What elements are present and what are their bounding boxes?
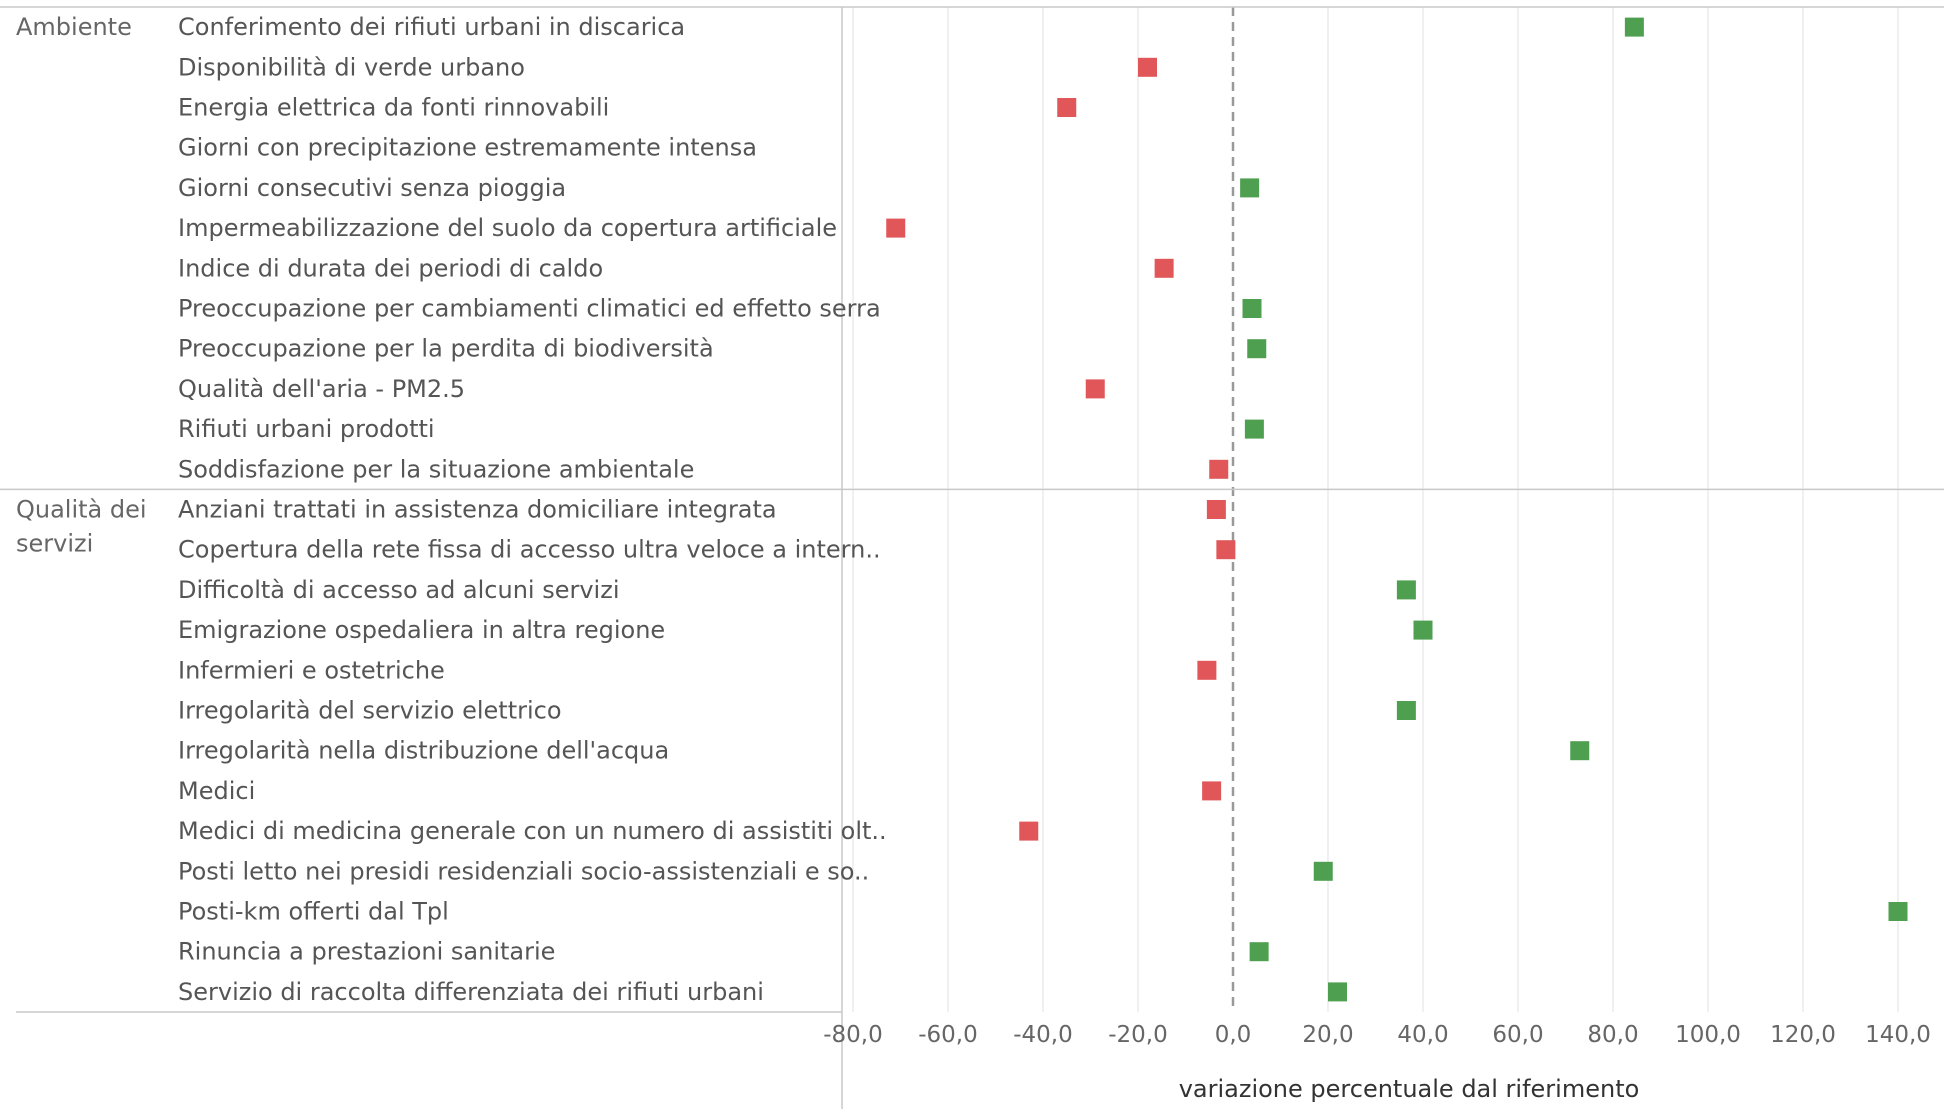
data-marker[interactable] bbox=[1216, 540, 1236, 560]
row-labels: Ambiente Conferimento dei rifiuti urbani … bbox=[16, 13, 887, 1006]
data-marker[interactable] bbox=[1328, 982, 1347, 1002]
group-label: servizi bbox=[16, 529, 93, 557]
data-marker[interactable] bbox=[1413, 620, 1433, 640]
x-tick-label: 140,0 bbox=[1865, 1022, 1931, 1048]
data-marker[interactable] bbox=[1313, 861, 1333, 881]
group-label: Ambiente bbox=[16, 13, 132, 41]
data-marker[interactable] bbox=[1202, 781, 1222, 801]
x-tick-label: 100,0 bbox=[1675, 1022, 1741, 1048]
data-marker[interactable] bbox=[1209, 459, 1229, 479]
row-label: Irregolarità nella distribuzione dell'ac… bbox=[178, 737, 669, 765]
x-tick-label: 120,0 bbox=[1770, 1022, 1836, 1048]
row-label: Disponibilità di verde urbano bbox=[178, 53, 525, 81]
row-label: Rifiuti urbani prodotti bbox=[178, 415, 435, 443]
x-tick-label: 0,0 bbox=[1215, 1022, 1252, 1048]
row-label: Posti letto nei presidi residenziali soc… bbox=[178, 857, 869, 885]
row-label: Irregolarità del servizio elettrico bbox=[178, 697, 562, 725]
data-marker[interactable] bbox=[1154, 258, 1174, 278]
row-label: Giorni con precipitazione estremamente i… bbox=[178, 134, 757, 162]
x-tick-label: 40,0 bbox=[1397, 1022, 1448, 1048]
data-marker[interactable] bbox=[1197, 660, 1217, 680]
gridlines bbox=[852, 7, 1899, 1012]
row-label: Preoccupazione per la perdita di biodive… bbox=[178, 335, 714, 363]
data-marker[interactable] bbox=[1888, 902, 1908, 921]
data-marker[interactable] bbox=[1247, 339, 1267, 359]
x-tick-label: -20,0 bbox=[1108, 1022, 1168, 1048]
data-marker[interactable] bbox=[1138, 57, 1157, 77]
row-label: Posti-km offerti dal Tpl bbox=[178, 898, 449, 926]
data-marker[interactable] bbox=[1624, 17, 1644, 37]
group-label: Qualità dei bbox=[16, 495, 147, 523]
row-label: Energia elettrica da fonti rinnovabili bbox=[178, 94, 609, 122]
panel-borders bbox=[0, 6, 1944, 1109]
row-label: Giorni consecutivi senza pioggia bbox=[178, 174, 566, 202]
x-tick-label: -60,0 bbox=[918, 1022, 978, 1048]
data-marker[interactable] bbox=[1206, 500, 1226, 519]
x-axis-ticks: -80,0 -60,0 -40,0 -20,0 0,0 20,0 40,0 60,0 80,0 1… bbox=[823, 1022, 1931, 1048]
x-tick-label: 80,0 bbox=[1587, 1022, 1638, 1048]
data-marker[interactable] bbox=[1057, 98, 1077, 117]
data-marker[interactable] bbox=[1249, 942, 1269, 962]
x-axis-title: variazione percentuale dal riferimento bbox=[1179, 1075, 1640, 1103]
data-marker[interactable] bbox=[1396, 701, 1416, 720]
data-marker[interactable] bbox=[1242, 299, 1262, 318]
row-label: Difficoltà di accesso ad alcuni servizi bbox=[178, 576, 620, 604]
data-markers bbox=[886, 17, 1908, 1002]
row-label: Emigrazione ospedaliera in altra regione bbox=[178, 616, 665, 644]
data-marker[interactable] bbox=[886, 218, 906, 238]
data-marker[interactable] bbox=[1244, 419, 1264, 439]
data-marker[interactable] bbox=[1396, 580, 1416, 600]
row-label: Preoccupazione per cambiamenti climatici… bbox=[178, 295, 881, 323]
row-label: Rinuncia a prestazioni sanitarie bbox=[178, 938, 555, 966]
row-label: Medici bbox=[178, 777, 255, 805]
x-tick-label: -40,0 bbox=[1013, 1022, 1073, 1048]
row-label: Impermeabilizzazione del suolo da copert… bbox=[178, 214, 837, 242]
x-tick-label: 60,0 bbox=[1492, 1022, 1543, 1048]
data-marker[interactable] bbox=[1085, 379, 1105, 399]
row-label: Infermieri e ostetriche bbox=[178, 656, 445, 684]
row-label: Qualità dell'aria - PM2.5 bbox=[178, 375, 465, 403]
data-marker[interactable] bbox=[1570, 741, 1590, 761]
row-label: Conferimento dei rifiuti urbani in disca… bbox=[178, 13, 685, 41]
data-marker[interactable] bbox=[1019, 821, 1039, 841]
row-label: Servizio di raccolta differenziata dei r… bbox=[178, 978, 764, 1006]
data-marker[interactable] bbox=[1240, 178, 1260, 198]
x-tick-label: 20,0 bbox=[1302, 1022, 1353, 1048]
x-tick-label: -80,0 bbox=[823, 1022, 883, 1048]
row-label: Indice di durata dei periodi di caldo bbox=[178, 254, 603, 282]
row-label: Medici di medicina generale con un numer… bbox=[178, 817, 887, 845]
row-label: Soddisfazione per la situazione ambienta… bbox=[178, 455, 694, 483]
row-label: Anziani trattati in assistenza domicilia… bbox=[178, 496, 777, 524]
row-label: Copertura della rete fissa di accesso ul… bbox=[178, 536, 881, 564]
